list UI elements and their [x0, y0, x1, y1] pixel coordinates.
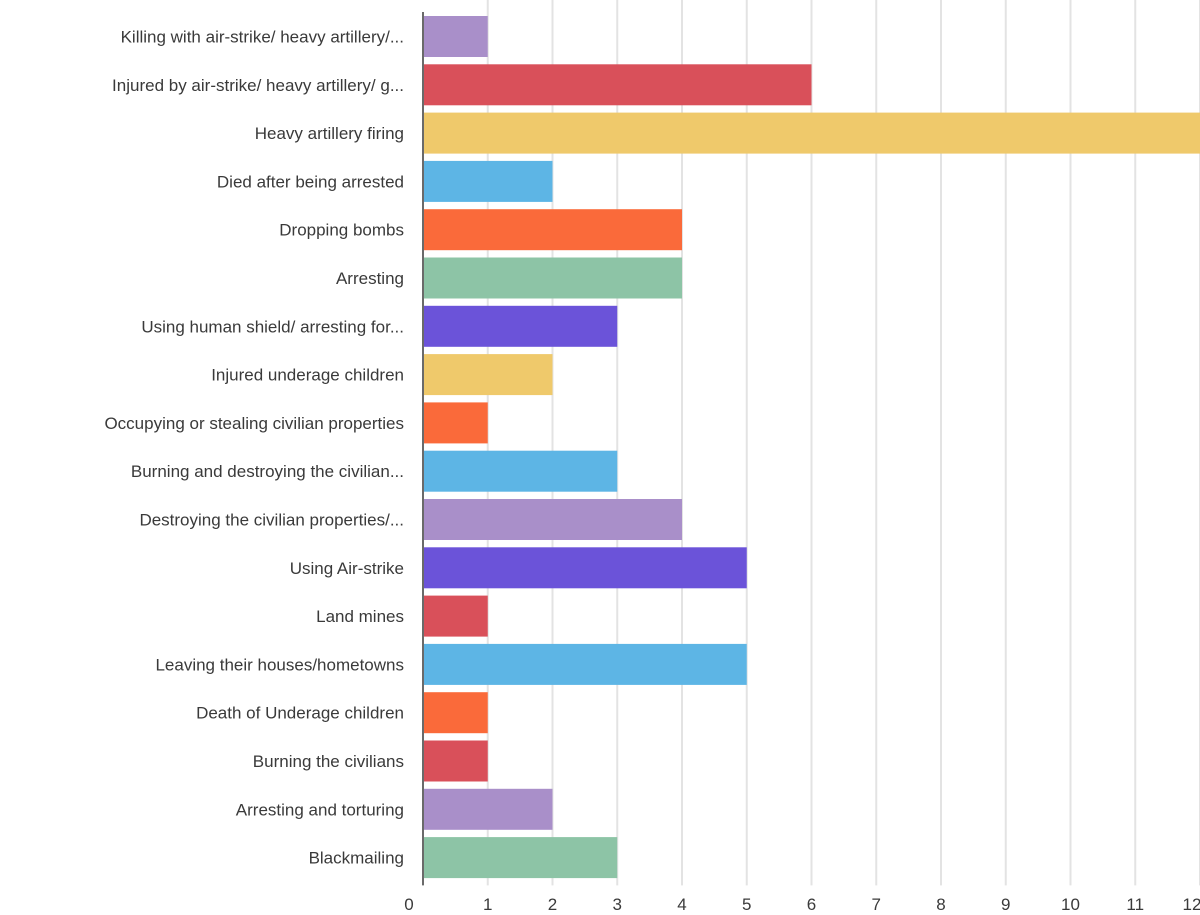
bar	[424, 257, 682, 299]
category-label: Land mines	[316, 607, 404, 626]
x-tick-label: 5	[742, 895, 751, 914]
category-label: Died after being arrested	[217, 172, 404, 191]
bar	[424, 112, 1200, 154]
bar	[424, 740, 488, 782]
bar	[424, 499, 682, 540]
x-tick-label: 0	[404, 895, 413, 914]
category-label: Heavy artillery firing	[255, 124, 404, 143]
category-label: Using human shield/ arresting for...	[141, 317, 404, 336]
bar	[424, 16, 488, 57]
bar	[424, 595, 488, 637]
category-label: Burning and destroying the civilian...	[131, 462, 404, 481]
bar	[424, 64, 812, 106]
x-tick-label: 8	[936, 895, 945, 914]
category-labels: Killing with air-strike/ heavy artillery…	[104, 28, 404, 868]
category-label: Injured by air-strike/ heavy artillery/ …	[112, 76, 404, 95]
x-tick-label: 3	[613, 895, 622, 914]
bar	[424, 643, 747, 685]
x-tick-label: 12	[1183, 895, 1200, 914]
x-tick-label: 2	[548, 895, 557, 914]
category-label: Arresting and torturing	[236, 800, 404, 819]
category-label: Blackmailing	[309, 849, 404, 868]
category-label: Occupying or stealing civilian propertie…	[104, 414, 404, 433]
category-label: Using Air-strike	[290, 559, 404, 578]
x-tick-label: 9	[1001, 895, 1010, 914]
x-tick-label: 4	[677, 895, 686, 914]
category-label: Burning the civilians	[253, 752, 404, 771]
bar	[424, 402, 488, 444]
bar	[424, 547, 747, 589]
bar	[424, 305, 618, 347]
x-tick-label: 6	[807, 895, 816, 914]
bar	[424, 354, 553, 396]
category-label: Dropping bombs	[279, 221, 404, 240]
x-tick-labels: 0 1 2 3 4 5 6 7 8 9 10 11 12	[404, 895, 1200, 914]
bar	[424, 209, 682, 251]
x-tick-label: 11	[1126, 895, 1144, 914]
bars	[424, 16, 1200, 879]
x-tick-label: 10	[1061, 895, 1080, 914]
bar	[424, 788, 553, 830]
bar	[424, 692, 488, 734]
category-label: Leaving their houses/hometowns	[155, 655, 404, 674]
bar	[424, 837, 618, 879]
bar	[424, 160, 553, 202]
category-label: Death of Underage children	[196, 704, 404, 723]
category-label: Injured underage children	[211, 366, 404, 385]
x-tick-label: 1	[483, 895, 492, 914]
category-label: Destroying the civilian properties/...	[139, 511, 404, 530]
category-label: Killing with air-strike/ heavy artillery…	[121, 28, 404, 47]
category-label: Arresting	[336, 269, 404, 288]
x-tick-label: 7	[872, 895, 881, 914]
bar	[424, 450, 618, 492]
